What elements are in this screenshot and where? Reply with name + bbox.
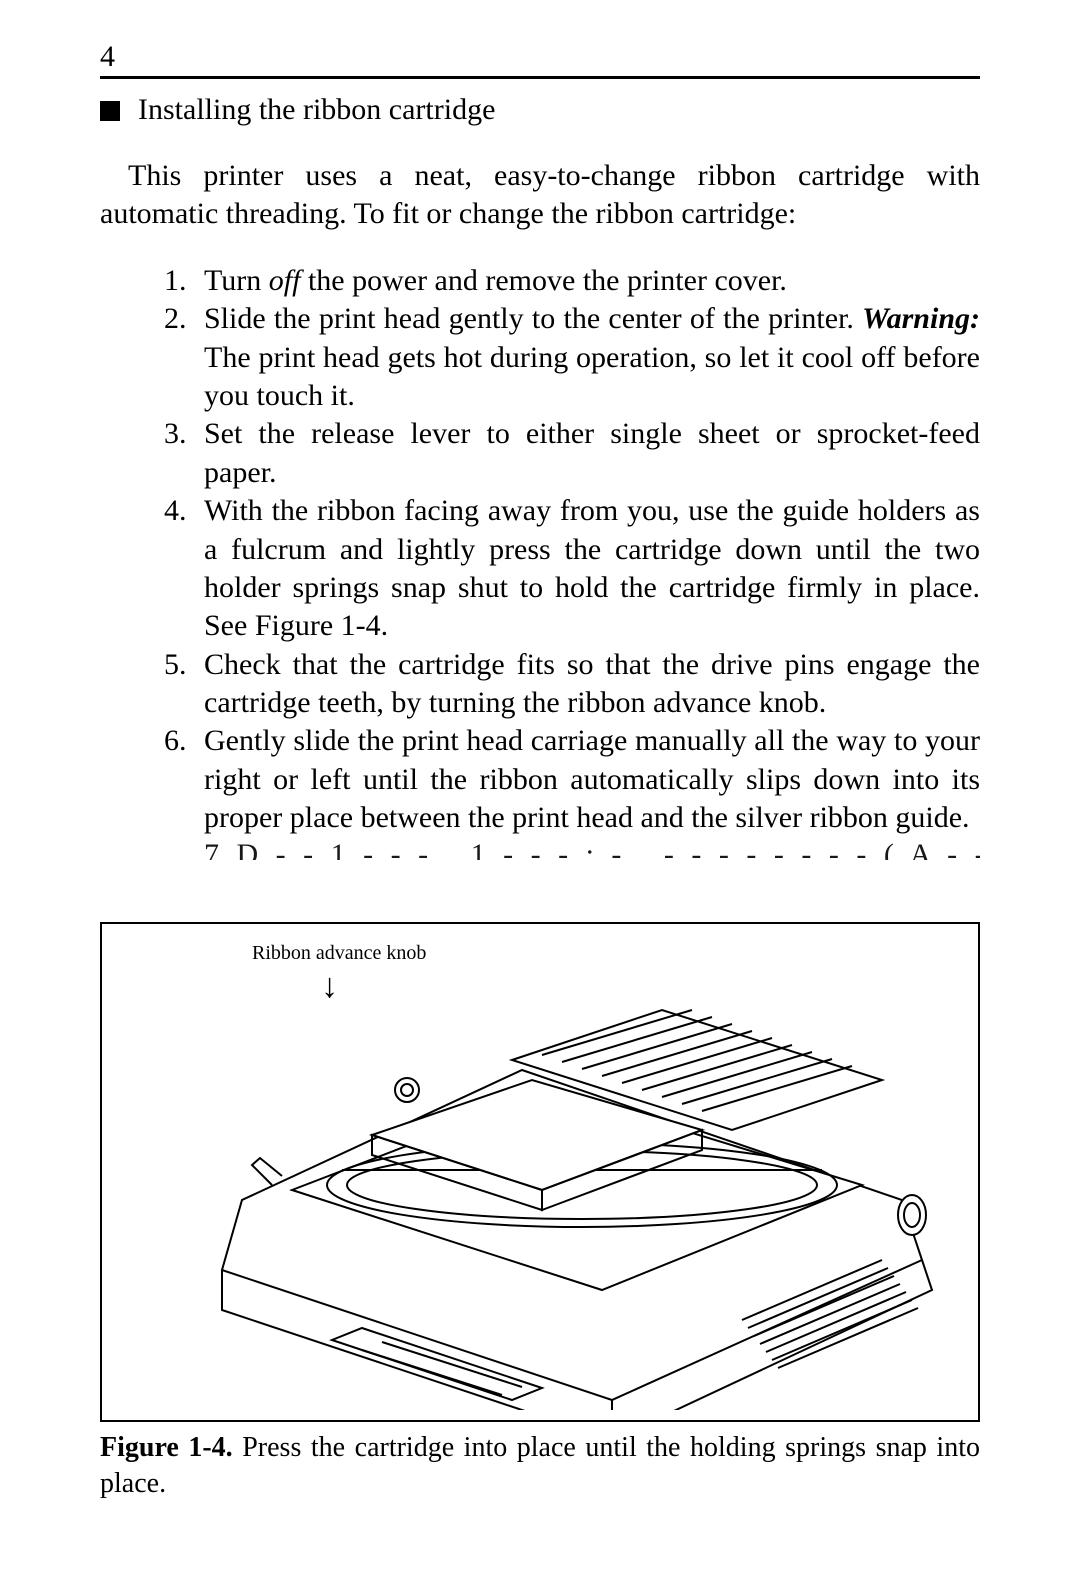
step-1: Turn off the power and remove the printe… <box>164 262 980 300</box>
warning-label: Warning: <box>862 302 980 335</box>
step-2: Slide the print head gently to the cente… <box>164 300 980 415</box>
figure-caption: Figure 1-4. Press the cartridge into pla… <box>100 1430 980 1503</box>
off-italic: off <box>269 264 301 297</box>
page-number: 4 <box>100 40 980 79</box>
step-5: Check that the cartridge fits so that th… <box>164 646 980 723</box>
step-6: Gently slide the print head carriage man… <box>164 722 980 837</box>
steps-list: Turn off the power and remove the printe… <box>100 262 980 838</box>
figure-caption-text: Press the cartridge into place until the… <box>100 1432 980 1499</box>
step-3: Set the release lever to either single s… <box>164 415 980 492</box>
section-heading: Installing the ribbon cartridge <box>100 93 980 127</box>
cutoff-line: 7 D - - 1 - - - . 1 - - - : - . - - - - … <box>100 838 980 860</box>
figure-box: Ribbon advance knob ↓ <box>100 922 980 1422</box>
intro-paragraph: This printer uses a neat, easy-to-change… <box>100 157 980 234</box>
step-4: With the ribbon facing away from you, us… <box>164 492 980 646</box>
ribbon-knob-label: Ribbon advance knob <box>252 942 426 965</box>
heading-text: Installing the ribbon cartridge <box>138 93 495 126</box>
document-page: 4 Installing the ribbon cartridge This p… <box>0 0 1080 1590</box>
printer-illustration <box>182 970 942 1410</box>
bullet-square-icon <box>100 101 120 121</box>
figure-label: Figure 1-4. <box>100 1432 233 1463</box>
